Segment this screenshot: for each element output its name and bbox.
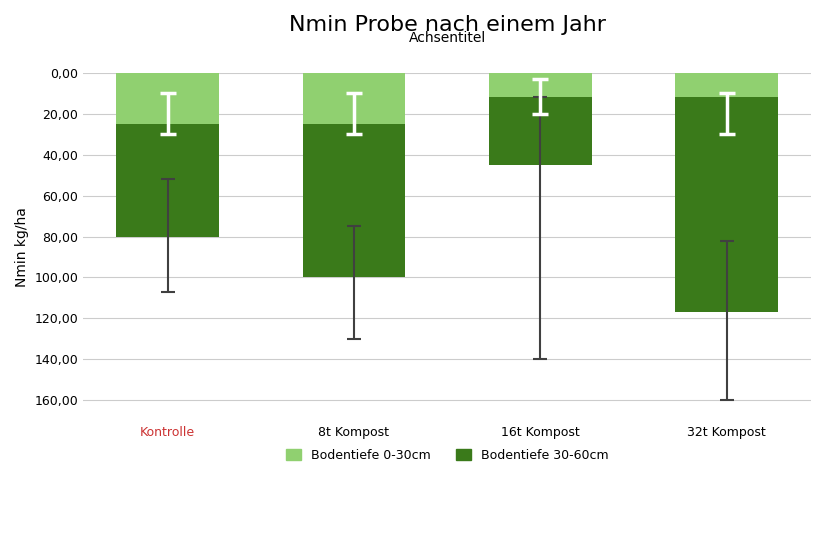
Bar xyxy=(116,73,219,124)
Text: Achsentitel: Achsentitel xyxy=(409,31,486,45)
Bar xyxy=(676,97,778,312)
Y-axis label: Nmin kg/ha: Nmin kg/ha xyxy=(15,207,29,287)
Bar xyxy=(302,73,406,124)
Bar xyxy=(676,73,778,97)
Bar xyxy=(489,73,591,97)
Bar xyxy=(489,97,591,165)
Bar xyxy=(302,124,406,278)
Legend: Bodentiefe 0-30cm, Bodentiefe 30-60cm: Bodentiefe 0-30cm, Bodentiefe 30-60cm xyxy=(281,444,614,467)
Bar xyxy=(116,124,219,237)
Title: Nmin Probe nach einem Jahr: Nmin Probe nach einem Jahr xyxy=(288,15,605,35)
